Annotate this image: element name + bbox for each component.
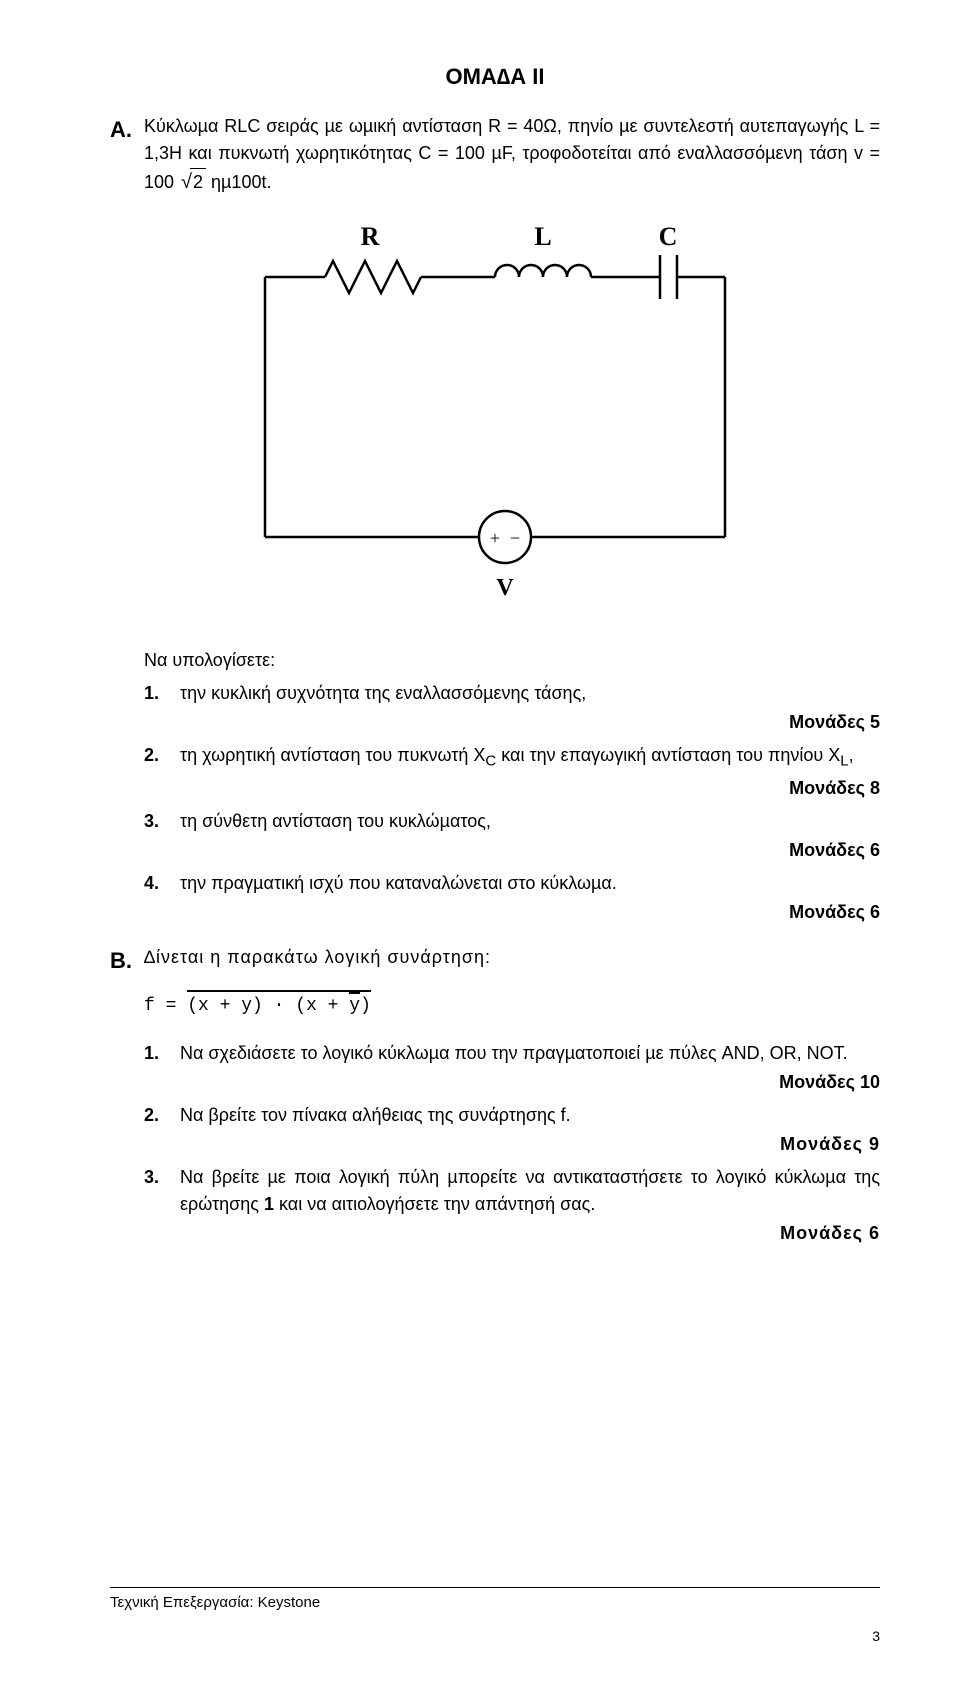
a-item-3-num: 3. [144, 808, 180, 835]
b-item-2-points: Μονάδες 9 [144, 1131, 880, 1158]
a-item-2-sub1: C [485, 753, 496, 770]
a-item-1: 1. την κυκλική συχνότητα της εναλλασσόµε… [144, 680, 880, 707]
formula-lhs: f = [144, 996, 187, 1016]
logic-formula: f = (x + y) · (x + y) [144, 993, 371, 1020]
b-item-2: 2. Να βρείτε τον πίνακα αλήθειας της συν… [144, 1102, 880, 1129]
group-title: ΟΜΑ∆Α ΙΙ [110, 60, 880, 93]
a-item-2-t1: τη χωρητική αντίσταση του πυκνωτή X [180, 745, 485, 765]
b-item-2-text: Να βρείτε τον πίνακα αλήθειας της συνάρτ… [180, 1102, 880, 1129]
source-plus: + [490, 528, 500, 548]
section-b-intro: ∆ίνεται η παρακάτω λογική συνάρτηση: [144, 944, 880, 971]
resistor-label: R [361, 222, 380, 251]
source-label: V [496, 575, 514, 601]
a-item-3-points: Μονάδες 6 [144, 837, 880, 864]
formula-xplus: x + [306, 996, 349, 1016]
a-item-1-num: 1. [144, 680, 180, 707]
a-item-2-num: 2. [144, 742, 180, 769]
a-item-3-text: τη σύνθετη αντίσταση του κυκλώµατος, [180, 808, 880, 835]
b-item-3: 3. Να βρείτε µε ποια λογική πύλη µπορείτ… [144, 1164, 880, 1218]
section-a: Α. Κύκλωµα RLC σειράς µε ωµική αντίσταση… [110, 113, 880, 197]
inductor-label: L [534, 222, 551, 251]
a-item-2-sub2: L [840, 753, 848, 770]
b-item-3-num: 3. [144, 1164, 180, 1191]
formula-overline: (x + y) · (x + y) [187, 993, 371, 1020]
sqrt-arg: 2 [190, 168, 206, 196]
section-b-letter: Β. [110, 944, 144, 977]
section-a-letter: Α. [110, 113, 144, 146]
rlc-circuit-diagram: R L C + − V [215, 217, 775, 617]
b-item-1-points: Μονάδες 10 [144, 1069, 880, 1096]
formula-ybar: y [349, 993, 360, 1020]
b-item-3-points: Μονάδες 6 [144, 1220, 880, 1247]
a-item-2: 2. τη χωρητική αντίσταση του πυκνωτή XC … [144, 742, 880, 773]
b-item-3-text: Να βρείτε µε ποια λογική πύλη µπορείτε ν… [180, 1164, 880, 1218]
b-item-1-text: Να σχεδιάσετε το λογικό κύκλωµα που την … [180, 1040, 880, 1067]
formula-group1: (x + y) [187, 996, 263, 1016]
section-a-intro: Κύκλωµα RLC σειράς µε ωµική αντίσταση R … [144, 113, 880, 197]
a-item-4: 4. την πραγµατική ισχύ που καταναλώνεται… [144, 870, 880, 897]
a-item-3: 3. τη σύνθετη αντίσταση του κυκλώµατος, [144, 808, 880, 835]
b-item-1-num: 1. [144, 1040, 180, 1067]
a-item-2-points: Μονάδες 8 [144, 775, 880, 802]
formula-paren-close: ) [360, 996, 371, 1016]
a-item-4-text: την πραγµατική ισχύ που καταναλώνεται στ… [180, 870, 880, 897]
b-item-3-t2: και να αιτιολογήσετε την απάντησή σας. [274, 1194, 595, 1214]
page-footer: Τεχνική Επεξεργασία: Keystone 3 [110, 1587, 880, 1648]
a-item-1-text: την κυκλική συχνότητα της εναλλασσόµενης… [180, 680, 880, 707]
a-intro-text-after: ηµ100t. [206, 172, 271, 192]
section-b: Β. ∆ίνεται η παρακάτω λογική συνάρτηση: [110, 944, 880, 977]
b-item-2-num: 2. [144, 1102, 180, 1129]
a-item-2-t3: , [849, 745, 854, 765]
capacitor-label: C [659, 222, 678, 251]
calc-label: Να υπολογίσετε: [144, 647, 880, 674]
a-item-1-points: Μονάδες 5 [144, 709, 880, 736]
page-number: 3 [110, 1626, 880, 1647]
a-item-4-num: 4. [144, 870, 180, 897]
sqrt-icon [179, 167, 192, 197]
footer-text: Τεχνική Επεξεργασία: Keystone [110, 1594, 320, 1611]
a-item-4-points: Μονάδες 6 [144, 899, 880, 926]
formula-paren-open: ( [295, 996, 306, 1016]
formula-middle: · [263, 996, 295, 1016]
b-item-3-bold: 1 [264, 1194, 274, 1214]
b-item-1: 1. Να σχεδιάσετε το λογικό κύκλωµα που τ… [144, 1040, 880, 1067]
source-minus: − [510, 528, 520, 548]
a-item-2-t2: και την επαγωγική αντίσταση του πηνίου X [496, 745, 840, 765]
a-item-2-text: τη χωρητική αντίσταση του πυκνωτή XC και… [180, 742, 880, 773]
